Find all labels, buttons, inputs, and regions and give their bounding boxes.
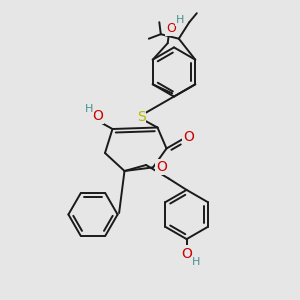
Text: H: H — [176, 15, 184, 25]
Text: O: O — [166, 22, 175, 35]
Text: O: O — [183, 130, 194, 143]
Text: O: O — [156, 160, 167, 174]
Text: O: O — [181, 247, 192, 260]
Text: O: O — [92, 109, 103, 123]
Text: H: H — [85, 104, 94, 114]
Text: H: H — [191, 257, 200, 267]
Text: S: S — [136, 110, 146, 124]
